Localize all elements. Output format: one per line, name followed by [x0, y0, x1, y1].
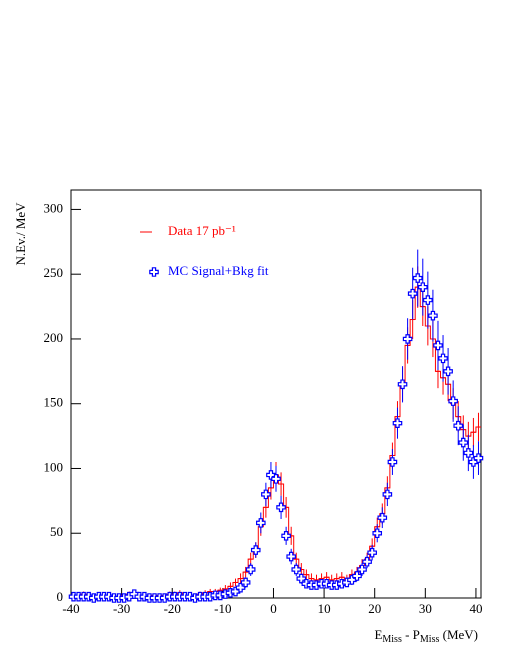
marker [139, 591, 150, 602]
frame [70, 189, 482, 599]
marker [357, 564, 367, 575]
y-tick-label: 150 [44, 395, 64, 410]
marker [286, 551, 296, 562]
marker [382, 489, 393, 500]
marker [235, 582, 246, 593]
legend-swatch [149, 267, 159, 277]
x-tick-label: -20 [164, 601, 181, 616]
marker [261, 489, 271, 500]
x-axis-label-part: (MeV) [439, 627, 478, 642]
legend-label: Data 17 pb⁻¹ [168, 223, 236, 238]
y-tick-label: 200 [44, 330, 64, 345]
y-tick-label: 250 [44, 265, 64, 280]
marker [428, 310, 438, 321]
marker [250, 545, 261, 555]
marker [276, 502, 286, 513]
y-tick-label: 50 [50, 524, 63, 539]
marker [377, 512, 388, 523]
marker [387, 457, 398, 467]
marker [104, 591, 114, 602]
marker [407, 288, 418, 299]
marker [291, 564, 302, 575]
marker [240, 577, 251, 588]
marker [281, 531, 291, 541]
marker [301, 578, 312, 589]
x-tick-label: 20 [368, 601, 381, 616]
y-axis-label: N.Ev./ MeV [13, 202, 28, 266]
marker [453, 420, 464, 431]
marker [438, 353, 448, 364]
legend-label: MC Signal+Bkg fit [168, 263, 269, 278]
marker [443, 366, 453, 377]
x-axis-label-part: - P [402, 627, 420, 642]
marker [433, 340, 443, 351]
marker [321, 578, 332, 589]
x-tick-label: 40 [469, 601, 482, 616]
marker [256, 518, 266, 528]
marker [185, 591, 195, 602]
marker [367, 547, 377, 558]
x-tick-label: -30 [113, 601, 130, 616]
marker [83, 591, 94, 602]
marker [245, 564, 256, 575]
marker [473, 453, 484, 463]
marker [412, 273, 423, 283]
x-axis-label-part: E [374, 627, 382, 642]
marker [362, 556, 372, 567]
marker [463, 448, 474, 458]
x-tick-label: -10 [214, 601, 231, 616]
marker [352, 571, 362, 581]
y-tick-label: 0 [57, 589, 64, 604]
marker [372, 528, 383, 539]
y-tick-label: 300 [44, 200, 64, 215]
marker [397, 379, 408, 390]
x-tick-label: 10 [318, 601, 331, 616]
x-axis-label: EMiss - PMiss (MeV) [374, 627, 478, 645]
y-tick-label: 100 [44, 459, 64, 474]
x-axis-label-part: Miss [382, 634, 402, 645]
step-outline [71, 286, 481, 598]
x-tick-label: 30 [419, 601, 432, 616]
marker [392, 418, 403, 428]
marker [448, 396, 458, 406]
x-axis-label-part: Miss [420, 634, 440, 645]
x-tick-label: 0 [270, 601, 277, 616]
marker [417, 282, 428, 292]
marker [468, 457, 479, 467]
marker [402, 334, 413, 344]
marker [347, 575, 357, 585]
marker [230, 586, 241, 597]
marker [271, 474, 281, 484]
marker [423, 295, 433, 305]
x-tick-label: -40 [62, 601, 79, 616]
marker [458, 437, 469, 448]
